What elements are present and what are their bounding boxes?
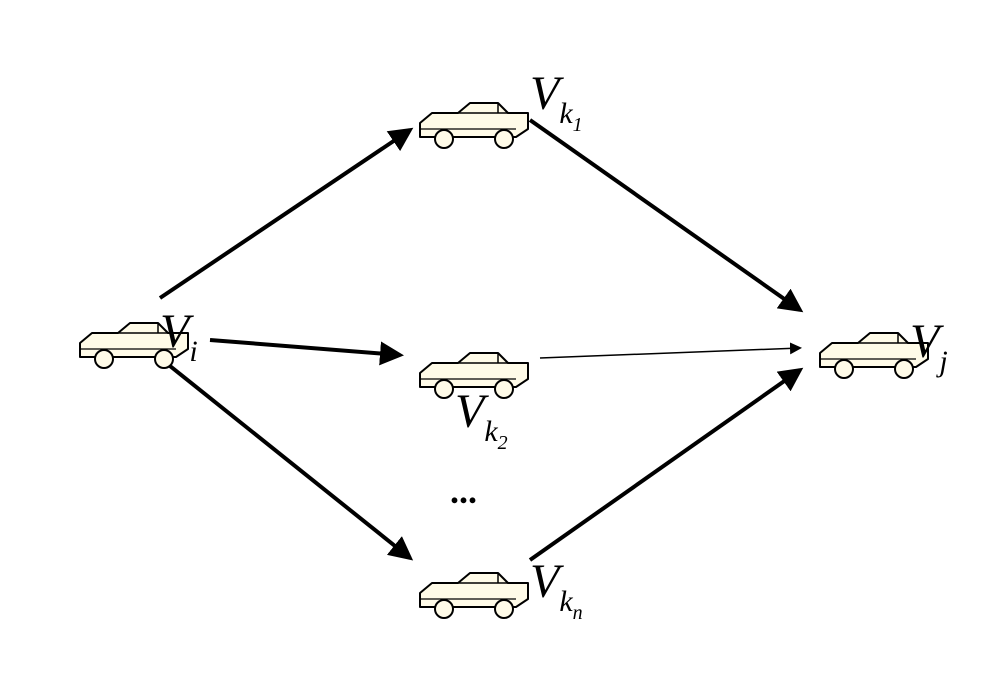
ellipsis: ... <box>450 470 477 512</box>
label-main: V <box>910 315 939 368</box>
label-main: V <box>530 555 559 608</box>
edge-Vi-Vkn <box>160 358 410 558</box>
label-main: V <box>530 67 559 120</box>
label-main: V <box>160 305 189 358</box>
node-Vkn <box>420 573 528 618</box>
label-sub: k <box>559 585 572 618</box>
node-Vk1 <box>420 103 528 148</box>
label-Vk1: Vk1 <box>530 70 583 119</box>
edge-Vk1-Vj <box>530 120 800 310</box>
edge-Vkn-Vj <box>530 370 800 560</box>
label-sub: i <box>189 335 197 368</box>
edge-Vi-Vk1 <box>160 130 410 298</box>
label-sub: k <box>559 97 572 130</box>
network-diagram <box>0 0 1000 686</box>
edge-Vk2-Vj <box>540 348 800 358</box>
label-sub: j <box>939 345 947 378</box>
label-subsub: 1 <box>573 114 583 136</box>
label-Vkn: Vkn <box>530 558 583 607</box>
label-Vi: Vi <box>160 308 198 357</box>
label-sub: k <box>484 415 497 448</box>
label-subsub: 2 <box>498 432 508 454</box>
label-Vk2: Vk2 <box>455 388 508 437</box>
label-subsub: n <box>573 602 583 624</box>
label-main: V <box>455 385 484 438</box>
edge-Vi-Vk2 <box>210 340 400 355</box>
label-Vj: Vj <box>910 318 948 367</box>
